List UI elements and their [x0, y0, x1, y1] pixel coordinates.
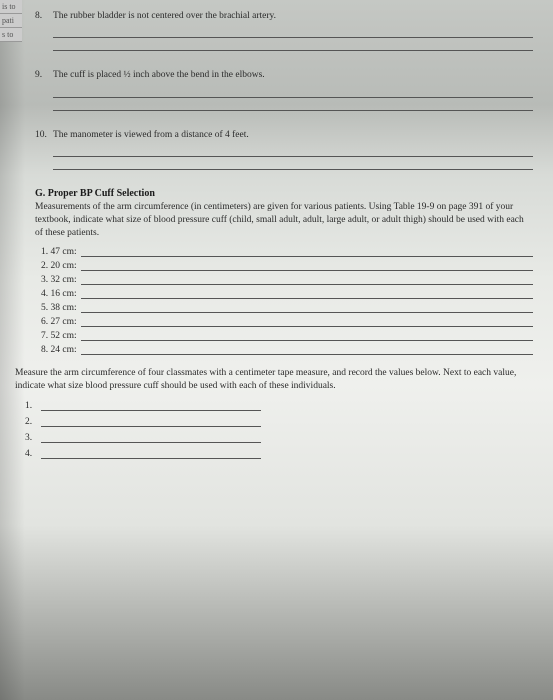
measurement-label: 7. 52 cm: — [41, 331, 77, 341]
measurement-item: 7. 52 cm: — [41, 331, 533, 341]
measurement-label: 5. 38 cm: — [41, 303, 77, 313]
worksheet-page: 8.The rubber bladder is not centered ove… — [0, 0, 553, 485]
answer-line — [53, 40, 533, 51]
classmate-number: 1. — [25, 401, 41, 411]
measurement-item: 6. 27 cm: — [41, 317, 533, 327]
measurement-item: 5. 38 cm: — [41, 303, 533, 313]
measurement-label: 8. 24 cm: — [41, 345, 77, 355]
measurement-label: 6. 27 cm: — [41, 317, 77, 327]
classmate-item: 4. — [25, 449, 533, 459]
answer-line — [53, 100, 533, 111]
fill-line — [41, 449, 261, 459]
fill-line — [81, 345, 533, 355]
question-10: 10.The manometer is viewed from a distan… — [35, 129, 533, 170]
answer-line — [53, 27, 533, 38]
section-g-intro: Measurements of the arm circumference (i… — [35, 201, 533, 239]
section-g-title: G. Proper BP Cuff Selection — [35, 188, 533, 199]
classmate-number: 3. — [25, 433, 41, 443]
fill-line — [41, 433, 261, 443]
fill-line — [41, 401, 261, 411]
classmate-number: 4. — [25, 449, 41, 459]
answer-line — [53, 159, 533, 170]
question-text: The manometer is viewed from a distance … — [53, 130, 249, 140]
fill-line — [81, 303, 533, 313]
measurement-item: 8. 24 cm: — [41, 345, 533, 355]
measurement-item: 3. 32 cm: — [41, 275, 533, 285]
fill-line — [81, 331, 533, 341]
question-number: 9. — [35, 69, 53, 81]
question-8: 8.The rubber bladder is not centered ove… — [35, 10, 533, 51]
answer-line — [53, 146, 533, 157]
question-text: The cuff is placed ½ inch above the bend… — [53, 70, 265, 80]
fill-line — [81, 275, 533, 285]
fill-line — [81, 317, 533, 327]
measurement-item: 4. 16 cm: — [41, 289, 533, 299]
answer-line — [53, 87, 533, 98]
measurement-label: 3. 32 cm: — [41, 275, 77, 285]
measurement-list: 1. 47 cm: 2. 20 cm: 3. 32 cm: 4. 16 cm: … — [41, 247, 533, 355]
fill-line — [81, 261, 533, 271]
fill-line — [81, 247, 533, 257]
question-text: The rubber bladder is not centered over … — [53, 11, 276, 21]
measurement-label: 4. 16 cm: — [41, 289, 77, 299]
classmate-item: 2. — [25, 417, 533, 427]
classmate-intro: Measure the arm circumference of four cl… — [15, 367, 533, 393]
classmate-item: 3. — [25, 433, 533, 443]
measurement-item: 2. 20 cm: — [41, 261, 533, 271]
classmate-number: 2. — [25, 417, 41, 427]
measurement-label: 2. 20 cm: — [41, 261, 77, 271]
question-number: 8. — [35, 10, 53, 22]
measurement-label: 1. 47 cm: — [41, 247, 77, 257]
classmate-item: 1. — [25, 401, 533, 411]
question-number: 10. — [35, 129, 53, 141]
fill-line — [81, 289, 533, 299]
measurement-item: 1. 47 cm: — [41, 247, 533, 257]
question-9: 9.The cuff is placed ½ inch above the be… — [35, 69, 533, 110]
fill-line — [41, 417, 261, 427]
